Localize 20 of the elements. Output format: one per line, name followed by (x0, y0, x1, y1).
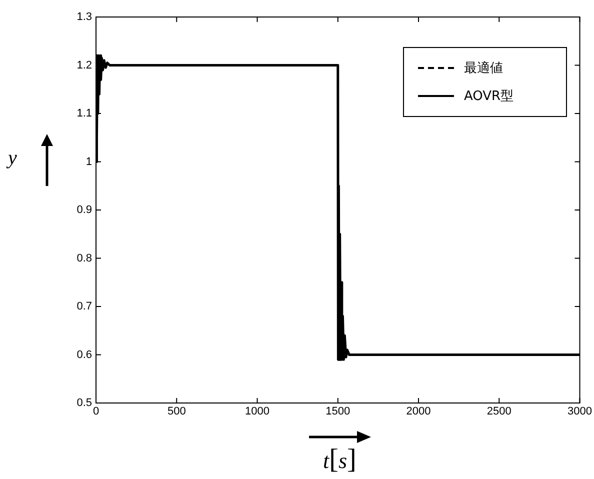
x-tick-label: 3000 (568, 406, 592, 418)
y-tick-label: 0.6 (76, 348, 92, 361)
y-tick-label: 1.3 (76, 11, 92, 24)
x-tick-label: 2500 (486, 406, 512, 418)
x-tick-label: 1500 (326, 406, 350, 418)
y-tick-label: 1.2 (76, 59, 92, 72)
y-tick-label: 0.5 (76, 397, 92, 410)
y-axis-title: y (8, 147, 17, 170)
x-tick-label: 500 (167, 406, 186, 418)
y-tick-label: 1.1 (76, 108, 92, 120)
y-tick-label: 0.8 (76, 252, 92, 264)
y-tick-label: 0.9 (76, 204, 92, 216)
x-tick-label: 1000 (245, 406, 270, 418)
y-tick-label: 1 (86, 156, 92, 168)
x-tick-label: 0 (92, 406, 100, 418)
y-tick-label: 0.7 (76, 300, 92, 313)
x-tick-label: 2000 (406, 406, 431, 418)
legend-label: AOVR型 (464, 88, 514, 105)
legend-label: 最適値 (464, 60, 503, 77)
x-axis-title: t[s] (323, 444, 356, 475)
